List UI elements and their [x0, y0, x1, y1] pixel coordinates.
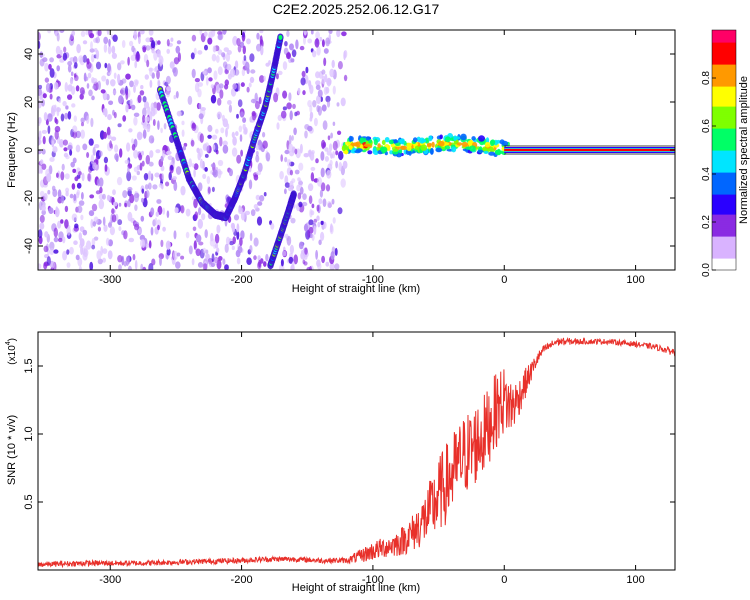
spectrogram-x-tick-label: 0 — [501, 274, 507, 286]
snr-y-tick-label: 1.0 — [23, 426, 35, 441]
snr-frame — [37, 331, 676, 571]
snr-panel: -300 -200 -100 0 100 0.5 1.0 1.5 Height of stra… — [5, 331, 676, 594]
colorbar-tick-label: 0.0 — [701, 263, 712, 277]
snr-y-label: SNR (10 * v/v) — [6, 415, 18, 485]
descending-branch — [156, 86, 229, 221]
snr-x-tick-label: 100 — [626, 574, 644, 586]
spectrogram-y-tick-label: 20 — [23, 96, 35, 108]
ascending-branch — [222, 33, 284, 222]
carrier-line — [341, 133, 675, 158]
colorbar-tick-label: 0.6 — [701, 119, 712, 133]
colorbar-ticks: 0.0 0.2 0.4 0.6 0.8 — [701, 71, 716, 277]
snr-x-tick-label: -100 — [362, 574, 384, 586]
snr-x-label: Height of straight line (km) — [292, 582, 420, 594]
spectrogram-y-tick-label: -40 — [23, 238, 35, 254]
colorbar-label: Normalized spectral amplitude — [738, 76, 750, 224]
snr-y-tick-label: 0.5 — [23, 494, 35, 509]
snr-series-line — [38, 337, 675, 569]
spectrogram-marks — [38, 30, 675, 270]
spectrogram-x-tick-label: -100 — [362, 274, 384, 286]
snr-marks — [38, 337, 675, 569]
spectrogram-x-label: Height of straight line (km) — [292, 283, 420, 295]
colorbar-tick-label: 0.8 — [701, 71, 712, 85]
spectrogram-y-tick-label: -20 — [23, 190, 35, 206]
snr-y-tick-label: 1.5 — [23, 358, 35, 373]
colorbar-tick-label: 0.2 — [701, 215, 712, 229]
colorbar-frame — [711, 29, 737, 271]
colorbar-strip — [712, 30, 736, 271]
chart-title: C2E2.2025.252.06.12.G17 — [273, 1, 440, 17]
spectrogram-x-tick-label: -200 — [231, 274, 253, 286]
spectrogram-y-label: Frequency (Hz) — [6, 112, 18, 188]
spectrogram-y-tick-label: 0 — [23, 147, 35, 153]
colorbar: 0.0 0.2 0.4 0.6 0.8 Normalized spectral ampl… — [701, 29, 750, 277]
spectrogram-y-tick-label: 40 — [23, 48, 35, 60]
snr-x-tick-label: -200 — [231, 574, 253, 586]
lower-branch — [267, 190, 297, 270]
snr-scale-label: (x104) — [5, 338, 18, 365]
snr-x-tick-label: -300 — [99, 574, 121, 586]
spectrogram-x-tick-label: 100 — [626, 274, 644, 286]
snr-plot-area — [38, 332, 675, 570]
colorbar-tick-label: 0.4 — [701, 167, 712, 181]
spectrogram-x-tick-label: -300 — [99, 274, 121, 286]
snr-x-tick-label: 0 — [501, 574, 507, 586]
snr-ticks: -300 -200 -100 0 100 0.5 1.0 1.5 — [23, 332, 675, 586]
